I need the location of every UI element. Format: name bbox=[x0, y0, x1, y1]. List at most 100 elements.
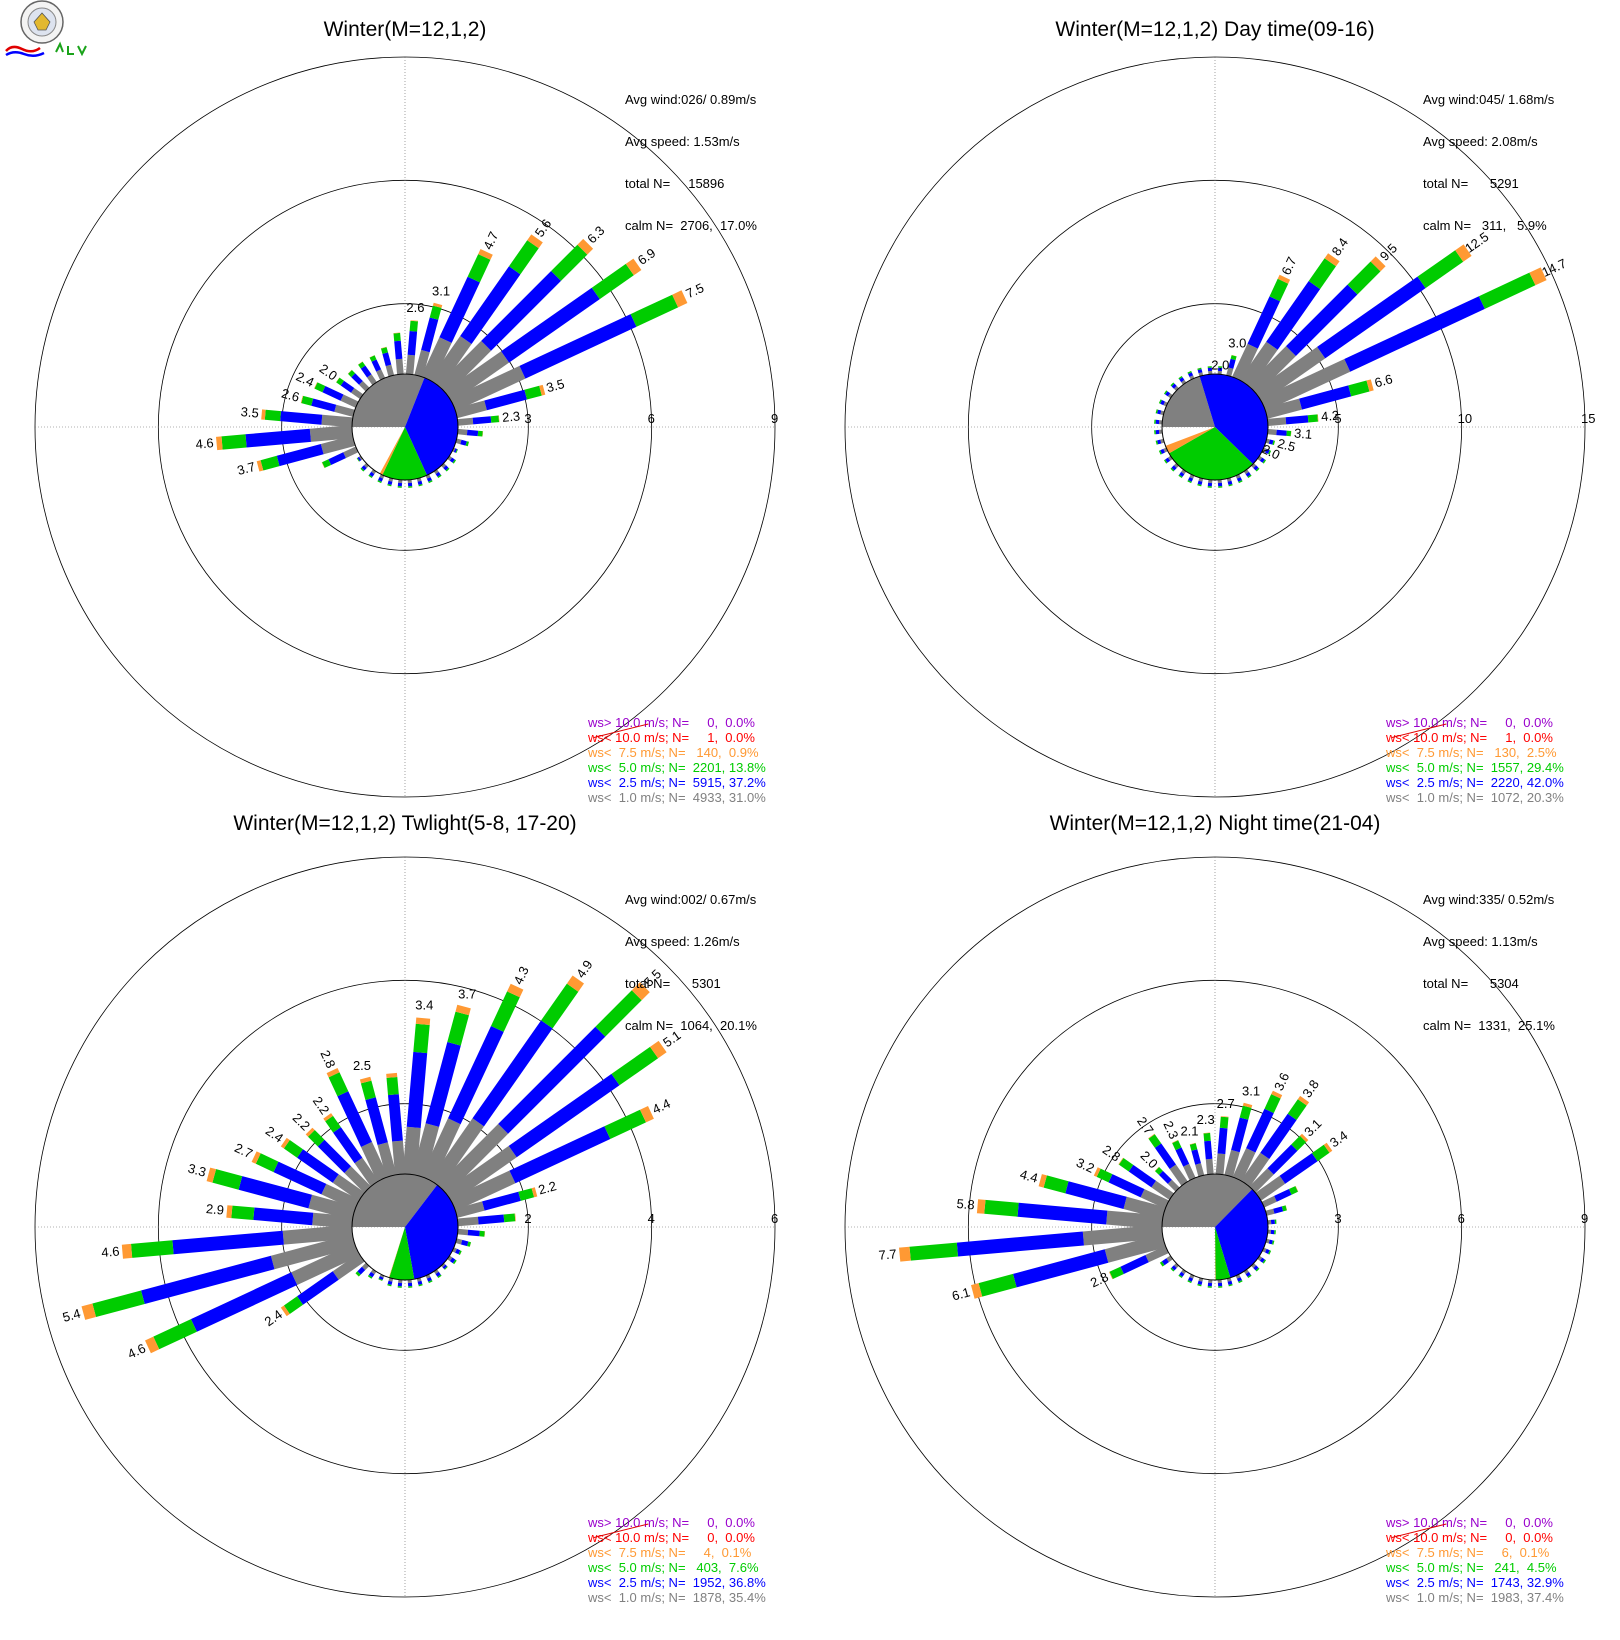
rose-bar-segment bbox=[426, 1277, 432, 1282]
rose-bar-segment bbox=[1255, 467, 1260, 472]
rose-bar-segment bbox=[1231, 354, 1237, 357]
rose-bar-segment bbox=[1169, 1164, 1188, 1186]
rose-bar-segment bbox=[1308, 258, 1336, 290]
stat-calm-n: calm N= 1064, 20.1% bbox=[625, 1018, 757, 1033]
rose-bar-segment bbox=[501, 287, 600, 363]
rose-bar-segment bbox=[357, 1266, 366, 1275]
rose-bar-segment bbox=[1262, 459, 1266, 464]
rose-bar-segment bbox=[1219, 1116, 1229, 1129]
rose-bar-segment bbox=[498, 1026, 606, 1134]
rose-bar-segment bbox=[387, 485, 392, 487]
rose-bar-segment bbox=[1285, 1205, 1288, 1211]
rose-bar-segment bbox=[466, 429, 479, 437]
rose-bar-segment bbox=[1065, 1181, 1127, 1209]
rose-bar-segment bbox=[407, 1282, 413, 1287]
rose-bar-segment bbox=[455, 449, 458, 454]
rose-bar-segment bbox=[212, 1169, 243, 1190]
rose-bar-segment bbox=[1255, 1175, 1286, 1201]
rose-bar-segment bbox=[347, 369, 352, 374]
stats-block: Avg wind:045/ 1.68m/s Avg speed: 2.08m/s… bbox=[1423, 65, 1554, 261]
rose-bar-segment bbox=[1145, 1245, 1169, 1263]
rose-bar-segment bbox=[1154, 1166, 1160, 1172]
rose-bar-segment bbox=[1207, 482, 1213, 487]
rose-bar-segment bbox=[317, 1139, 351, 1173]
rose-bar-segment bbox=[397, 482, 403, 487]
rose-bar-segment bbox=[455, 1248, 461, 1255]
speed-legend: ws> 10.0 m/s; N= 0, 0.0% ws< 10.0 m/s; N=… bbox=[588, 1515, 766, 1605]
rose-bar-segment bbox=[308, 1130, 325, 1147]
rose-bar-segment bbox=[245, 428, 311, 448]
rose-bar-segment bbox=[437, 1274, 442, 1278]
rose-bar-segment bbox=[1207, 1282, 1213, 1287]
rose-bar-segment bbox=[321, 1183, 360, 1210]
rose-bar-segment bbox=[371, 359, 382, 372]
ring-label: 3 bbox=[1334, 1211, 1341, 1226]
ring-label: 3 bbox=[524, 411, 531, 426]
rose-bar-segment bbox=[351, 388, 364, 399]
rose-bar-segment bbox=[305, 1127, 315, 1137]
wind-rose-chart: 2 4 63.43.74.3 4.9 5.55.14.42.22.52.82.22.22… bbox=[34, 856, 778, 1598]
rose-bar-segment bbox=[1232, 1148, 1256, 1182]
rose-bar-segment bbox=[1281, 1205, 1287, 1212]
rose-bar-segment bbox=[1096, 1168, 1113, 1183]
rose-bar-segment bbox=[412, 1123, 440, 1178]
rose-bar-segment bbox=[1267, 1219, 1272, 1225]
stat-avg-speed: Avg speed: 1.26m/s bbox=[625, 934, 740, 949]
bar-value-label: 3.5 bbox=[240, 404, 259, 421]
rose-bar-segment bbox=[261, 409, 266, 420]
rose-bar-segment bbox=[408, 486, 413, 488]
rose-bar-segment bbox=[1187, 370, 1192, 374]
rose-bar-segment bbox=[365, 1097, 388, 1145]
rose-bar-segment bbox=[276, 444, 324, 467]
rose-bar-segment bbox=[394, 340, 403, 360]
rose-bar-segment bbox=[1207, 366, 1212, 368]
rose-bar-segment bbox=[1455, 244, 1472, 262]
ring-label: 6 bbox=[771, 1211, 778, 1226]
rose-bar-segment bbox=[1259, 1257, 1265, 1263]
rose-bar-segment bbox=[1271, 1090, 1283, 1099]
legend-entry: ws< 5.0 m/s; N= 1557, 29.4% bbox=[1386, 760, 1564, 775]
logo-wordmark-blue bbox=[5, 51, 45, 57]
rose-bar-segment bbox=[1207, 367, 1213, 372]
rose-bar-segment bbox=[321, 414, 353, 428]
rose-bar-segment bbox=[1274, 1230, 1276, 1235]
rose-bar-segment bbox=[1238, 1280, 1243, 1284]
rose-bar-segment bbox=[378, 1278, 383, 1281]
rose-bar-segment bbox=[363, 463, 369, 469]
rose-bar-segment bbox=[1203, 1132, 1211, 1142]
rose-bar-segment bbox=[514, 1213, 516, 1222]
legend-entry: ws< 10.0 m/s; N= 1, 0.0% bbox=[1386, 723, 1564, 745]
rose-bar-segment bbox=[438, 475, 442, 479]
rose-bar-segment bbox=[1262, 1259, 1266, 1264]
rose-bar-segment bbox=[1242, 1102, 1253, 1108]
rose-bar-segment bbox=[1267, 429, 1277, 436]
bar-value-label: 2.6 bbox=[406, 300, 424, 315]
rose-bar-segment bbox=[1273, 1240, 1275, 1245]
rose-bar-segment bbox=[1197, 485, 1202, 487]
bar-value-label: 3.7 bbox=[458, 986, 476, 1001]
rose-bar-segment bbox=[1108, 1174, 1145, 1198]
rose-bar-segment bbox=[368, 475, 372, 479]
rose-bar-segment bbox=[1148, 1134, 1162, 1148]
rose-bar-segment bbox=[449, 457, 455, 463]
rose-bar-segment bbox=[1175, 1147, 1190, 1167]
rose-bar-segment bbox=[484, 1231, 486, 1237]
rose-bar-segment bbox=[452, 447, 456, 452]
rose-bar-segment bbox=[469, 1242, 472, 1247]
rose-bar-segment bbox=[395, 358, 404, 375]
legend-entry: ws< 1.0 m/s; N= 1072, 20.3% bbox=[1386, 790, 1564, 805]
rose-bar-segment bbox=[444, 1266, 448, 1270]
rose-bar-segment bbox=[459, 1251, 462, 1255]
rose-bar-segment bbox=[650, 1040, 667, 1059]
rose-bar-segment bbox=[354, 1157, 379, 1187]
rose-bar-segment bbox=[1187, 370, 1192, 373]
rose-bar-segment bbox=[336, 377, 340, 383]
bar-value-label: 8.4 bbox=[1329, 235, 1352, 258]
rose-bar-segment bbox=[1155, 440, 1157, 445]
rose-bar-segment bbox=[449, 1257, 456, 1264]
rose-bar-segment bbox=[360, 1080, 376, 1100]
rose-bar-segment bbox=[1179, 1271, 1185, 1277]
calm-circle bbox=[1161, 1173, 1269, 1281]
legend-entry: ws< 7.5 m/s; N= 140, 0.9% bbox=[588, 745, 759, 760]
rose-bar-segment bbox=[380, 346, 387, 349]
